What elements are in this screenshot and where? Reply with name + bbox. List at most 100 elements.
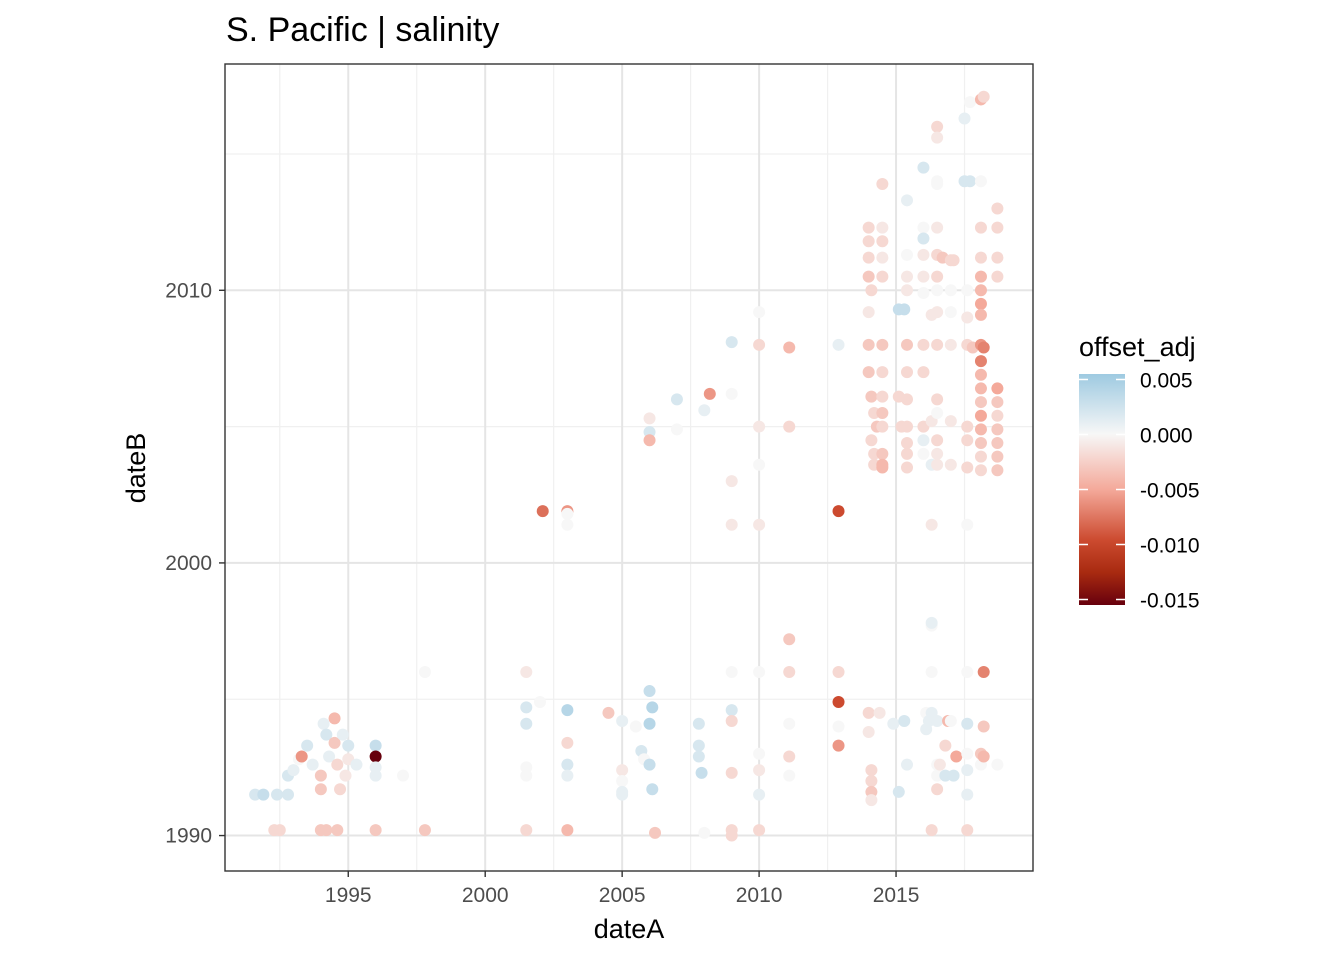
- scatter-point: [418, 824, 431, 837]
- scatter-point: [974, 308, 987, 321]
- scatter-point: [287, 764, 300, 777]
- scatter-point: [783, 420, 796, 433]
- scatter-point: [753, 788, 766, 801]
- scatter-point: [991, 396, 1004, 409]
- scatter-point: [974, 355, 987, 368]
- scatter-point: [876, 221, 889, 234]
- scatter-point: [925, 824, 938, 837]
- scatter-point: [397, 769, 410, 782]
- scatter-point: [876, 270, 889, 283]
- scatter-point: [944, 284, 957, 297]
- scatter-point: [561, 824, 574, 837]
- scatter-point: [917, 221, 930, 234]
- scatter-point: [725, 715, 738, 728]
- scatter-point: [369, 739, 382, 752]
- scatter-point: [974, 409, 987, 422]
- scatter-point: [520, 769, 533, 782]
- scatter-point: [561, 758, 574, 771]
- scatter-point: [961, 420, 974, 433]
- scatter-point: [643, 434, 656, 447]
- scatter-point: [974, 297, 987, 310]
- scatter-point: [629, 720, 642, 733]
- scatter-point: [257, 788, 270, 801]
- chart-title: S. Pacific | salinity: [226, 11, 499, 49]
- scatter-point: [961, 788, 974, 801]
- scatter-point: [901, 270, 914, 283]
- scatter-point: [692, 739, 705, 752]
- x-tick-label: 1995: [325, 884, 372, 907]
- scatter-point: [616, 788, 629, 801]
- scatter-point: [974, 175, 987, 188]
- scatter-point: [725, 336, 738, 349]
- scatter-point: [876, 390, 889, 403]
- scatter-point: [320, 728, 333, 741]
- scatter-point: [725, 518, 738, 531]
- scatter-point: [892, 785, 905, 798]
- panel-border: [224, 63, 1034, 872]
- y-tick-label: 1990: [165, 825, 212, 848]
- scatter-point: [646, 783, 659, 796]
- scatter-point: [783, 750, 796, 763]
- scatter-point: [931, 447, 944, 460]
- scatter-point: [306, 758, 319, 771]
- scatter-point: [323, 750, 336, 763]
- scatter-point: [931, 393, 944, 406]
- scatter-point: [931, 221, 944, 234]
- scatter-point: [931, 338, 944, 351]
- scatter-point: [520, 701, 533, 714]
- scatter-point: [974, 423, 987, 436]
- scatter-point: [783, 769, 796, 782]
- scatter-point: [917, 338, 930, 351]
- scatter-point: [317, 717, 330, 730]
- scatter-point: [977, 341, 990, 354]
- panel-background: [225, 64, 1033, 871]
- scatter-point: [862, 306, 875, 319]
- scatter-point: [533, 695, 546, 708]
- scatter-point: [692, 717, 705, 730]
- scatter-point: [561, 736, 574, 749]
- scatter-point: [925, 665, 938, 678]
- legend-break-label: -0.010: [1140, 535, 1200, 558]
- scatter-point: [991, 758, 1004, 771]
- scatter-point: [931, 177, 944, 190]
- scatter-point: [331, 824, 344, 837]
- scatter-point: [961, 747, 974, 760]
- x-axis-title: dateA: [594, 914, 665, 944]
- scatter-point: [670, 423, 683, 436]
- scatter-point: [725, 704, 738, 717]
- scatter-point: [931, 769, 944, 782]
- scatter-point: [865, 775, 878, 788]
- scatter-point: [931, 406, 944, 419]
- scatter-point: [901, 447, 914, 460]
- scatter-point: [961, 518, 974, 531]
- scatter-point: [947, 769, 960, 782]
- scatter-point: [342, 739, 355, 752]
- scatter-point: [753, 747, 766, 760]
- scatter-point: [931, 783, 944, 796]
- scatter-point: [974, 436, 987, 449]
- scatter-point: [336, 728, 349, 741]
- scatter-point: [991, 450, 1004, 463]
- legend-break-label: -0.005: [1140, 480, 1200, 503]
- scatter-point: [974, 284, 987, 297]
- scatter-point: [320, 824, 333, 837]
- scatter-point: [616, 775, 629, 788]
- scatter-point: [616, 764, 629, 777]
- scatter-point: [602, 706, 615, 719]
- scatter-point: [944, 715, 957, 728]
- scatter-point: [865, 284, 878, 297]
- scatter-point: [753, 458, 766, 471]
- scatter-point: [331, 758, 344, 771]
- scatter-point: [958, 112, 971, 125]
- scatter-point: [418, 665, 431, 678]
- scatter-point: [939, 769, 952, 782]
- scatter-point: [917, 270, 930, 283]
- x-tick-label: 2015: [873, 884, 920, 907]
- scatter-point: [917, 248, 930, 261]
- scatter-point: [868, 406, 881, 419]
- scatter-point: [876, 177, 889, 190]
- scatter-point: [974, 251, 987, 264]
- scatter-point: [917, 366, 930, 379]
- scatter-point: [974, 382, 987, 395]
- x-tick-label: 2005: [599, 884, 646, 907]
